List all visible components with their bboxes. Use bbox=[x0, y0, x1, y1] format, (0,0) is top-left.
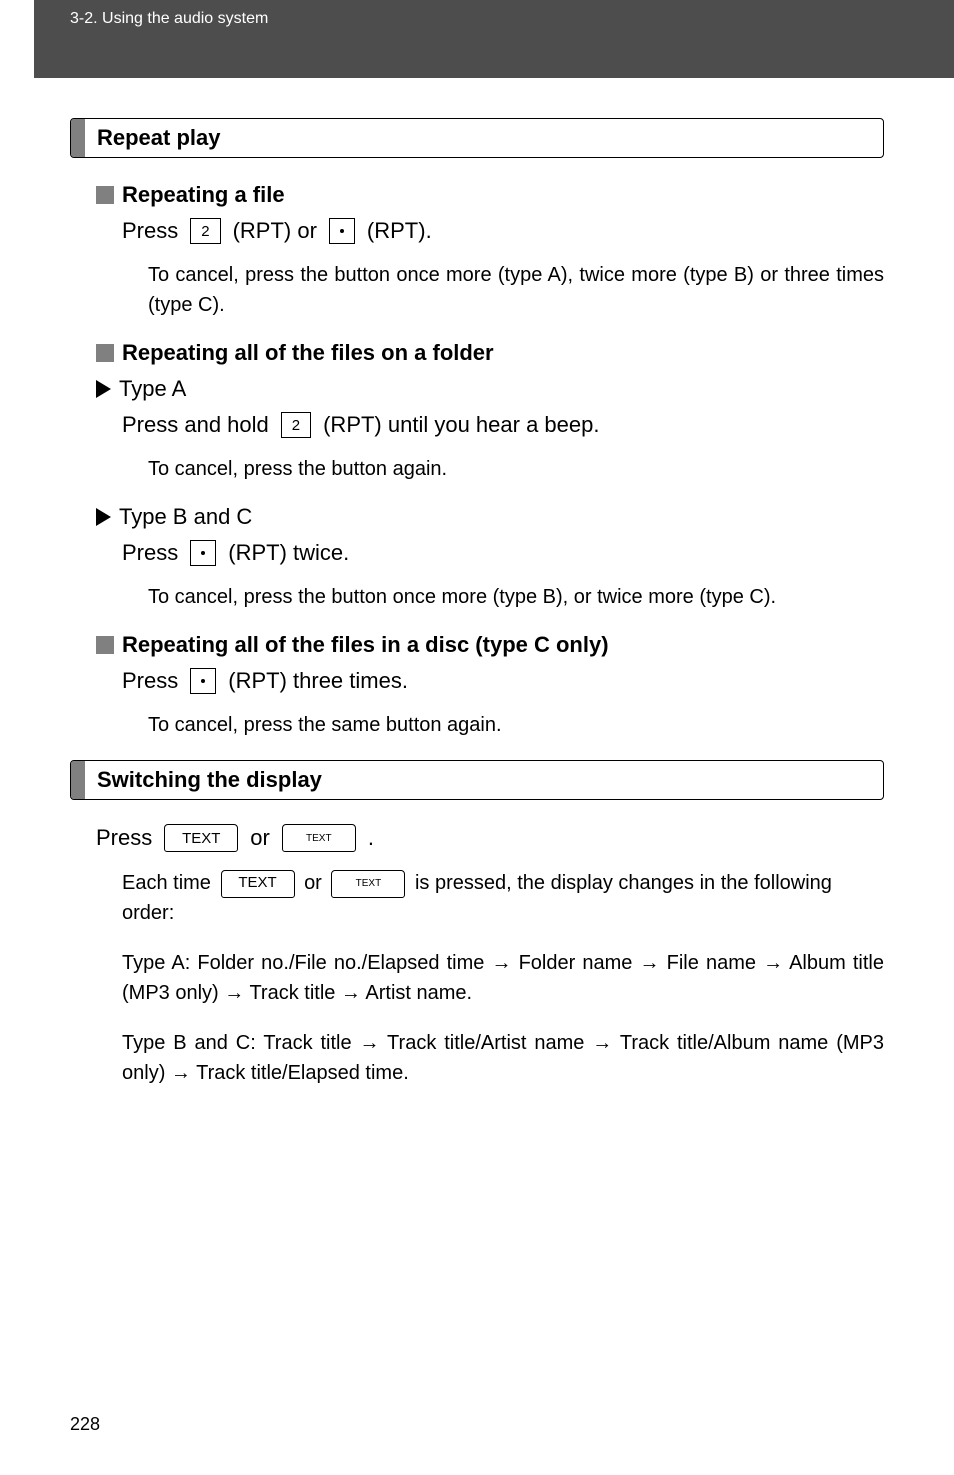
button-2[interactable]: 2 bbox=[281, 412, 311, 438]
button-text-large[interactable]: TEXT bbox=[164, 824, 238, 852]
heading-text: Repeating all of the files on a folder bbox=[122, 340, 494, 366]
heading-repeating-folder: Repeating all of the files on a folder bbox=[96, 340, 884, 366]
text-rpt-end: (RPT). bbox=[367, 218, 432, 244]
section-accent bbox=[71, 761, 85, 799]
period: . bbox=[368, 825, 374, 851]
type-bc-row: Type B and C bbox=[96, 504, 884, 530]
heading-text: Repeating a file bbox=[122, 182, 285, 208]
each-time-label: Each time bbox=[122, 872, 211, 894]
disc-press: Press (RPT) three times. bbox=[122, 668, 884, 694]
type-bc-flow: Type B and C: Track title → Track title/… bbox=[122, 1028, 884, 1088]
section-accent bbox=[71, 119, 85, 157]
type-a-label: Type A bbox=[119, 376, 186, 402]
square-bullet-icon bbox=[96, 186, 114, 204]
type-a-flow: Type A: Folder no./File no./Elapsed time… bbox=[122, 948, 884, 1008]
switch-press-row: Press TEXT or TEXT . bbox=[96, 824, 884, 852]
button-2[interactable]: 2 bbox=[190, 218, 220, 244]
press-label: Press bbox=[96, 825, 152, 851]
section-title-repeat: Repeat play bbox=[85, 119, 233, 157]
button-dot[interactable] bbox=[329, 218, 355, 244]
page: 3-2. Using the audio system Repeat play … bbox=[0, 0, 954, 1475]
or-label: or bbox=[250, 825, 270, 851]
or-label: or bbox=[304, 872, 322, 894]
line-press-rpt: Press 2 (RPT) or (RPT). bbox=[122, 218, 884, 244]
type-a-press: Press and hold 2 (RPT) until you hear a … bbox=[122, 412, 884, 438]
type-bc-press: Press (RPT) twice. bbox=[122, 540, 884, 566]
breadcrumb: 3-2. Using the audio system bbox=[70, 10, 268, 27]
triangle-bullet-icon bbox=[96, 380, 111, 398]
content-area: Repeat play Repeating a file Press 2 (RP… bbox=[0, 78, 954, 1088]
rpt-beep-text: (RPT) until you hear a beep. bbox=[323, 412, 599, 438]
press-hold-label: Press and hold bbox=[122, 412, 269, 438]
rpt-three-text: (RPT) three times. bbox=[228, 668, 408, 694]
page-number: 228 bbox=[70, 1414, 100, 1435]
press-label: Press bbox=[122, 218, 178, 244]
section-header-switch: Switching the display bbox=[70, 760, 884, 800]
heading-text: Repeating all of the files in a disc (ty… bbox=[122, 632, 609, 658]
text-rpt-or: (RPT) or bbox=[233, 218, 317, 244]
button-dot[interactable] bbox=[190, 668, 216, 694]
heading-repeating-file: Repeating a file bbox=[96, 182, 884, 208]
triangle-bullet-icon bbox=[96, 508, 111, 526]
section-title-switch: Switching the display bbox=[85, 761, 334, 799]
heading-repeating-disc: Repeating all of the files in a disc (ty… bbox=[96, 632, 884, 658]
section-header-repeat: Repeat play bbox=[70, 118, 884, 158]
button-text-small[interactable]: TEXT bbox=[331, 870, 405, 898]
side-margin bbox=[0, 0, 34, 1475]
button-text-small[interactable]: TEXT bbox=[282, 824, 356, 852]
square-bullet-icon bbox=[96, 344, 114, 362]
rpt-twice-text: (RPT) twice. bbox=[228, 540, 349, 566]
cancel-text-type-bc: To cancel, press the button once more (t… bbox=[148, 582, 884, 612]
square-bullet-icon bbox=[96, 636, 114, 654]
each-time-row: Each time TEXT or TEXT is pressed, the d… bbox=[122, 868, 884, 928]
cancel-text-file: To cancel, press the button once more (t… bbox=[148, 260, 884, 320]
button-dot[interactable] bbox=[190, 540, 216, 566]
cancel-text-type-a: To cancel, press the button again. bbox=[148, 454, 884, 484]
press-label: Press bbox=[122, 668, 178, 694]
header-bar: 3-2. Using the audio system bbox=[0, 0, 954, 78]
type-a-row: Type A bbox=[96, 376, 884, 402]
button-text-large[interactable]: TEXT bbox=[221, 870, 295, 898]
type-bc-label: Type B and C bbox=[119, 504, 252, 530]
cancel-text-disc: To cancel, press the same button again. bbox=[148, 710, 884, 740]
press-label: Press bbox=[122, 540, 178, 566]
